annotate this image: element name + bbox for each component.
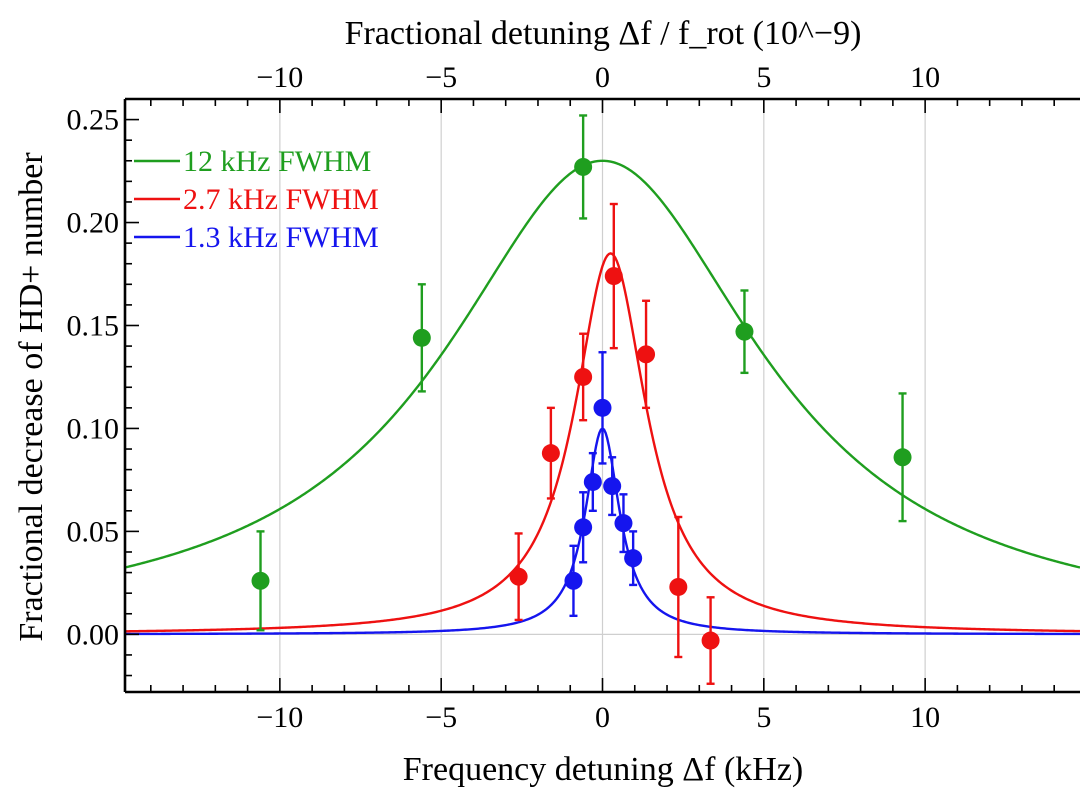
data-point (251, 571, 270, 590)
x-tick-label: 10 (910, 701, 940, 734)
y-tick-label: 0.25 (67, 104, 120, 137)
data-point (603, 477, 622, 496)
legend: 12 kHz FWHM 2.7 kHz FWHM 1.3 kHz FWHM (134, 145, 379, 254)
x-tick-label: 5 (756, 701, 771, 734)
data-point (574, 367, 593, 386)
legend-label: 12 kHz FWHM (183, 145, 371, 178)
x2-tick-label: 10 (910, 61, 940, 94)
data-point (412, 328, 431, 347)
x2-tick-label: −10 (256, 61, 303, 94)
x-tick-label: −5 (425, 701, 457, 734)
y-tick-label: 0.05 (67, 515, 120, 548)
data-point (564, 571, 583, 590)
data-point (541, 444, 560, 463)
top-axis-title-text: Fractional detuning Δf / f_rot (10^−9) (345, 15, 862, 52)
data-point (701, 631, 720, 650)
x-tick-label: −10 (256, 701, 303, 734)
top-axis-title: Fractional detuning Δf / f_rot (10^−9) (345, 15, 862, 52)
y-tick-label: 0.20 (67, 207, 120, 240)
data-point (624, 549, 643, 568)
data-point (893, 448, 912, 467)
data-points (251, 114, 912, 685)
x2-tick-label: −5 (425, 61, 457, 94)
data-point (669, 577, 688, 596)
x-axis-title: Frequency detuning Δf (kHz) (403, 751, 803, 788)
data-point (604, 267, 623, 286)
x2-tick-label: 0 (595, 61, 610, 94)
data-point (614, 514, 633, 533)
y-tick-label: 0.00 (67, 618, 120, 651)
data-point (574, 157, 593, 176)
data-point (735, 322, 754, 341)
data-point (637, 345, 656, 364)
data-point (593, 398, 612, 417)
fit-curve (124, 159, 1080, 569)
legend-label: 1.3 kHz FWHM (183, 221, 379, 254)
x2-tick-label: 5 (756, 61, 771, 94)
axes: −10 −5 0 5 10 −10 −5 0 5 10 0.00 0.05 0.10 0.15 0.20 0.… (67, 61, 1080, 734)
fit-curve (124, 252, 1080, 633)
legend-label: 2.7 kHz FWHM (183, 183, 379, 216)
y-axis-title: Fractional decrease of HD+ number (13, 152, 50, 642)
data-point (583, 472, 602, 491)
data-point (509, 567, 528, 586)
y-tick-label: 0.10 (67, 412, 120, 445)
x-tick-label: 0 (595, 701, 610, 734)
data-point (574, 518, 593, 537)
y-tick-label: 0.15 (67, 309, 120, 342)
